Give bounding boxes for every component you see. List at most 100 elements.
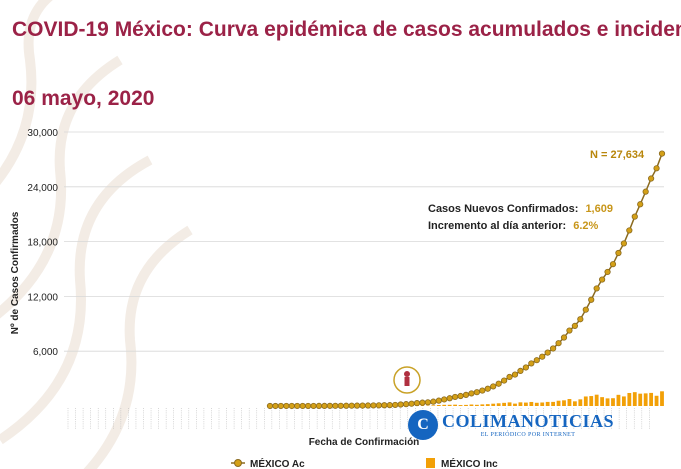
incident-bar bbox=[556, 400, 561, 406]
cumulative-point bbox=[403, 401, 410, 408]
cumulative-point bbox=[430, 398, 437, 405]
cumulative-point bbox=[424, 399, 431, 406]
incident-bar bbox=[578, 399, 583, 406]
y-tick-label: 12,000 bbox=[27, 292, 58, 303]
incident-bar bbox=[480, 404, 485, 406]
cumulative-point bbox=[615, 249, 622, 257]
legend-label-cumulative: MÉXICO Ac bbox=[250, 457, 305, 469]
cumulative-point bbox=[609, 261, 617, 268]
incident-bar bbox=[567, 399, 572, 406]
x-axis-ticks bbox=[67, 408, 650, 430]
cumulative-point bbox=[484, 385, 491, 392]
cumulative-point bbox=[653, 165, 660, 172]
cumulative-point bbox=[566, 327, 573, 334]
cumulative-point bbox=[299, 402, 306, 410]
cumulative-point bbox=[266, 402, 274, 410]
cumulative-point bbox=[462, 391, 470, 399]
incident-bar bbox=[502, 402, 507, 406]
cumulative-point bbox=[441, 396, 448, 403]
cumulative-point bbox=[435, 397, 442, 404]
cumulative-point bbox=[539, 353, 546, 360]
incident-bar bbox=[469, 404, 474, 406]
incident-bar bbox=[616, 394, 621, 406]
y-tick-label: 6,000 bbox=[33, 347, 58, 358]
x-axis-label: Fecha de Confirmación bbox=[309, 437, 420, 448]
cumulative-point bbox=[315, 402, 323, 410]
cumulative-point bbox=[310, 402, 317, 410]
increase-label: Incremento al día anterior: bbox=[428, 220, 566, 232]
cumulative-point bbox=[544, 349, 551, 356]
legend-marker-cumulative bbox=[234, 459, 242, 467]
new-cases-value: 1,609 bbox=[585, 203, 613, 215]
cumulative-point bbox=[337, 402, 344, 409]
incident-bar bbox=[431, 405, 436, 406]
incident-bar bbox=[660, 391, 664, 406]
epidemic-curve-chart: 6,000 12,000 18,000 24,000 30,000 Nº de Caso… bbox=[10, 128, 666, 469]
cumulative-point bbox=[321, 402, 328, 409]
cumulative-point bbox=[604, 268, 611, 276]
colimanoticias-watermark-logo: C COLIMANOTICIAS EL PERIÓDICO POR INTERN… bbox=[408, 408, 614, 442]
new-cases-annotation: Casos Nuevos Confirmados: 1,609 bbox=[428, 203, 613, 215]
cumulative-point bbox=[555, 340, 562, 347]
incident-bar bbox=[485, 404, 490, 406]
cumulative-points bbox=[266, 150, 666, 410]
cumulative-point bbox=[648, 175, 655, 182]
incident-bar bbox=[442, 404, 447, 406]
incident-bar bbox=[447, 404, 452, 406]
cumulative-point bbox=[550, 345, 557, 352]
cumulative-point bbox=[288, 402, 295, 410]
cumulative-point bbox=[413, 400, 421, 407]
incident-bar bbox=[464, 404, 468, 406]
cumulative-point bbox=[326, 402, 333, 409]
incident-bar bbox=[611, 398, 615, 406]
cumulative-point bbox=[457, 392, 464, 400]
chart-legend: MÉXICO Ac MÉXICO Inc bbox=[231, 457, 498, 469]
cumulative-point bbox=[446, 395, 453, 402]
cumulative-point bbox=[354, 402, 361, 409]
incident-bar bbox=[654, 395, 659, 406]
cumulative-point bbox=[419, 399, 426, 406]
incident-bar bbox=[523, 402, 528, 406]
grid-lines bbox=[64, 131, 664, 352]
cumulative-point bbox=[637, 201, 644, 208]
incident-bar bbox=[649, 392, 654, 406]
cumulative-point bbox=[364, 402, 372, 409]
increase-value: 6.2% bbox=[573, 220, 598, 232]
cumulative-point bbox=[381, 402, 388, 409]
incident-bar bbox=[496, 403, 501, 406]
cumulative-point bbox=[631, 213, 638, 220]
cumulative-point bbox=[479, 387, 486, 394]
cumulative-point bbox=[626, 227, 633, 234]
cumulative-point bbox=[571, 322, 578, 329]
incident-bar bbox=[491, 403, 496, 406]
cumulative-point bbox=[528, 360, 535, 367]
incident-bar bbox=[458, 405, 463, 406]
cumulative-point bbox=[408, 400, 415, 407]
logo-name: COLIMANOTICIAS bbox=[442, 411, 615, 431]
cumulative-point bbox=[642, 188, 649, 195]
logo-text: COLIMANOTICIAS EL PERIÓDICO POR INTERNET bbox=[442, 412, 614, 438]
incident-bar bbox=[540, 402, 545, 406]
person-icon bbox=[393, 366, 421, 394]
cumulative-point bbox=[294, 402, 301, 410]
incident-bar bbox=[453, 404, 458, 406]
incident-bar bbox=[621, 396, 626, 406]
incident-bar bbox=[594, 394, 599, 406]
cumulative-point bbox=[658, 150, 666, 157]
cumulative-point bbox=[506, 373, 513, 381]
new-cases-label: Casos Nuevos Confirmados: bbox=[428, 203, 578, 215]
cumulative-point bbox=[452, 393, 459, 401]
incident-bar bbox=[583, 396, 588, 406]
page-title: COVID-19 México: Curva epidémica de caso… bbox=[12, 18, 681, 41]
logo-tagline: EL PERIÓDICO POR INTERNET bbox=[480, 432, 576, 438]
incident-bar bbox=[545, 401, 550, 406]
cumulative-point bbox=[495, 380, 502, 387]
y-tick-label: 24,000 bbox=[27, 183, 58, 194]
cumulative-point bbox=[517, 367, 524, 374]
increase-annotation: Incremento al día anterior: 6.2% bbox=[428, 220, 599, 232]
cumulative-point bbox=[533, 357, 540, 364]
cumulative-point bbox=[490, 383, 497, 390]
total-annotation: N = 27,634 bbox=[590, 149, 645, 161]
cumulative-point bbox=[468, 390, 475, 397]
